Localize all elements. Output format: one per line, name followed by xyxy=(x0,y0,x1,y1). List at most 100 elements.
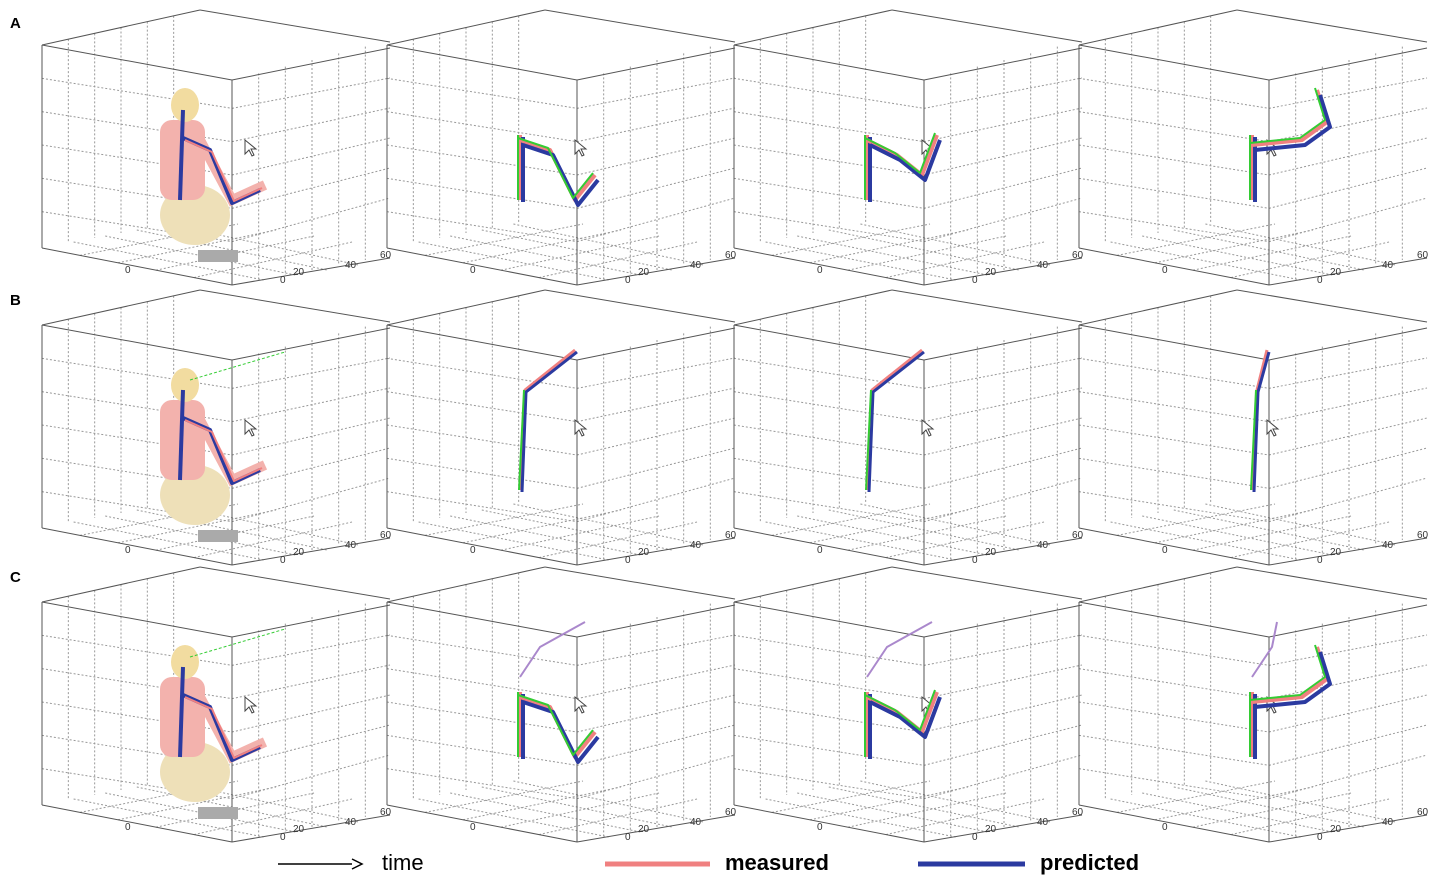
box-edge xyxy=(734,602,924,637)
panel: 00204060 xyxy=(387,290,737,566)
grid-line xyxy=(734,635,924,665)
grid-line xyxy=(463,510,621,543)
grid-line xyxy=(1111,242,1301,280)
grid-line xyxy=(1205,224,1395,265)
grid-line xyxy=(387,769,577,799)
box-edge xyxy=(577,48,735,80)
axis-tick-label: 20 xyxy=(985,824,997,835)
grid-line xyxy=(1269,635,1427,665)
grid-line xyxy=(810,230,968,263)
grid-line xyxy=(924,138,1082,175)
axis-tick-label: 40 xyxy=(345,817,357,828)
box-edge xyxy=(924,328,1082,360)
grid-line xyxy=(577,388,735,422)
grid-line xyxy=(1079,178,1269,208)
grid-line xyxy=(734,735,924,765)
axis-tick-label: 60 xyxy=(1072,530,1084,541)
grid-line xyxy=(924,108,1082,142)
grid-line xyxy=(766,799,956,837)
grid-line xyxy=(387,78,577,108)
box-edge xyxy=(892,10,1082,42)
grid-line xyxy=(232,695,390,732)
grid-line xyxy=(539,799,697,835)
skeleton-segment xyxy=(520,622,585,677)
box-edge xyxy=(232,48,390,80)
axis-tick-label: 0 xyxy=(972,275,978,286)
grid-line xyxy=(577,78,735,108)
box-edge xyxy=(232,605,390,637)
grid-line xyxy=(232,78,390,108)
skeleton-segment xyxy=(867,622,932,677)
grid-line xyxy=(577,108,735,142)
grid-line xyxy=(860,224,1050,265)
grid-line xyxy=(577,198,735,242)
axis-tick-label: 0 xyxy=(1162,822,1168,833)
grid-line xyxy=(577,755,735,799)
grid-line xyxy=(924,695,1082,732)
axis-tick-label: 20 xyxy=(985,267,997,278)
grid-line xyxy=(1269,138,1427,175)
grid-line xyxy=(1231,242,1389,278)
box-edge xyxy=(577,538,735,565)
box-edge xyxy=(734,805,924,842)
figure: A B C time measured predicted 0020406000… xyxy=(0,0,1432,879)
axis-tick-label: 40 xyxy=(345,260,357,271)
box-edge xyxy=(924,258,1082,285)
grid-line xyxy=(42,78,232,108)
axis-tick-label: 0 xyxy=(280,832,286,843)
grid-line xyxy=(1269,418,1427,455)
axis-tick-label: 0 xyxy=(125,265,131,276)
grid-line xyxy=(577,138,735,175)
grid-line xyxy=(1155,787,1313,820)
box-edge xyxy=(232,538,390,565)
box-edge xyxy=(387,602,577,637)
grid-line xyxy=(1269,388,1427,422)
axis-tick-label: 40 xyxy=(345,540,357,551)
grid-line xyxy=(232,418,390,455)
axis-tick-label: 20 xyxy=(638,267,650,278)
box-edge xyxy=(734,528,924,565)
box-edge xyxy=(1269,48,1427,80)
axis-tick-label: 0 xyxy=(470,822,476,833)
grid-line xyxy=(1231,799,1389,835)
box-edge xyxy=(387,45,577,80)
box-edge xyxy=(1269,328,1427,360)
axis-tick-label: 0 xyxy=(817,265,823,276)
grid-line xyxy=(1079,112,1269,142)
axis-tick-label: 40 xyxy=(1037,540,1049,551)
grid-line xyxy=(1193,236,1351,270)
grid-line xyxy=(577,448,735,488)
mannequin-feet xyxy=(198,530,238,542)
grid-line xyxy=(1079,458,1269,488)
grid-line xyxy=(577,635,735,665)
grid-line xyxy=(387,178,577,208)
grid-line xyxy=(513,224,703,265)
grid-line xyxy=(886,799,1044,835)
box-edge xyxy=(577,328,735,360)
box-edge xyxy=(200,290,390,322)
mannequin-feet xyxy=(198,807,238,819)
grid-line xyxy=(860,504,1050,545)
panel: 00204060 xyxy=(387,567,737,843)
grid-line xyxy=(577,695,735,732)
grid-line xyxy=(924,665,1082,699)
time-arrow-head xyxy=(352,859,362,869)
axis-tick-label: 0 xyxy=(1162,265,1168,276)
cursor-icon xyxy=(245,140,256,156)
panel: 00204060 xyxy=(42,567,392,843)
axis-tick-label: 0 xyxy=(1317,832,1323,843)
cursor-icon xyxy=(245,697,256,713)
axis-tick-label: 20 xyxy=(1330,267,1342,278)
grid-line xyxy=(577,168,735,208)
box-edge xyxy=(387,248,577,285)
grid-line xyxy=(734,212,924,242)
grid-line xyxy=(463,787,621,820)
grid-line xyxy=(797,793,987,832)
grid-line xyxy=(797,516,987,555)
axis-tick-label: 60 xyxy=(1417,530,1429,541)
grid-line xyxy=(924,448,1082,488)
box-edge xyxy=(1079,528,1269,565)
